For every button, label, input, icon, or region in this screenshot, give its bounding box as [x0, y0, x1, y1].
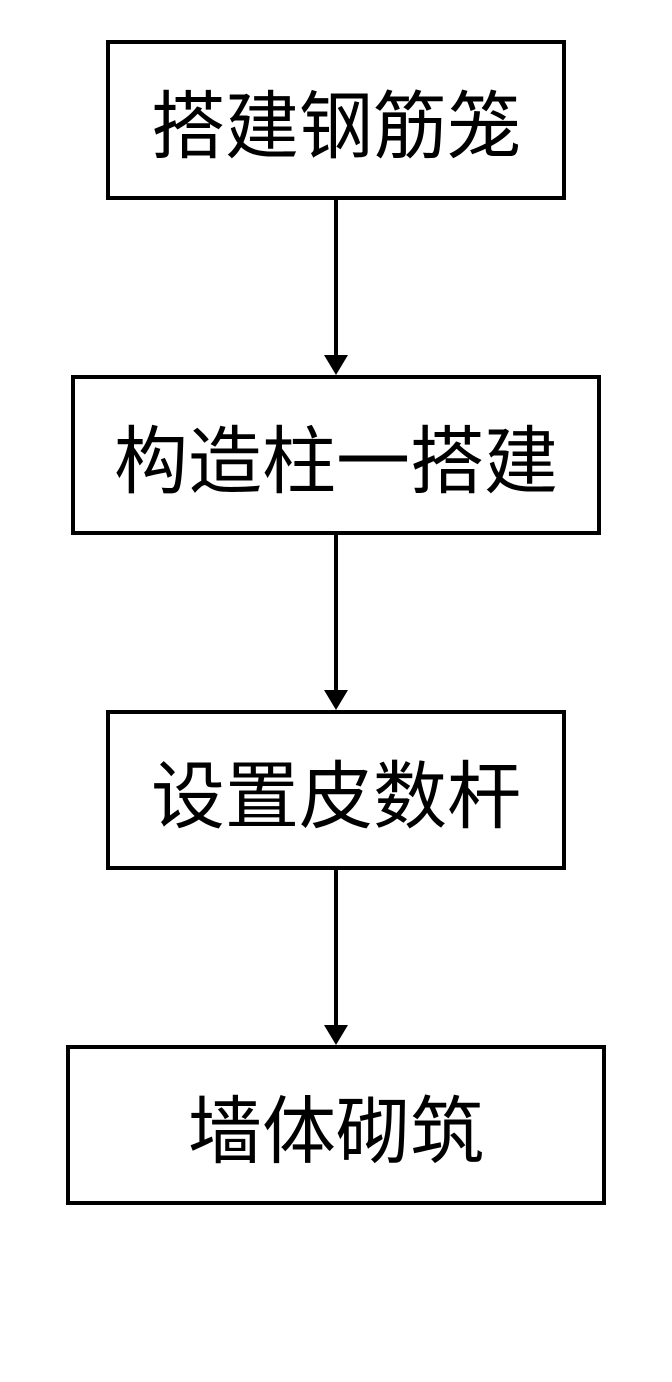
- arrow-3-head: [324, 1025, 348, 1045]
- flow-box-3-text: 设置皮数杆: [151, 737, 521, 844]
- arrow-1-line: [334, 200, 338, 355]
- flow-box-3: 设置皮数杆: [106, 710, 566, 870]
- arrow-1-head: [324, 355, 348, 375]
- flow-box-2: 构造柱一搭建: [71, 375, 601, 535]
- flow-box-2-text: 构造柱一搭建: [114, 402, 558, 509]
- arrow-2-head: [324, 690, 348, 710]
- flow-box-4: 墙体砌筑: [66, 1045, 606, 1205]
- arrow-2: [324, 535, 348, 710]
- arrow-3-line: [334, 870, 338, 1025]
- arrow-3: [324, 870, 348, 1045]
- flow-box-1: 搭建钢筋笼: [106, 40, 566, 200]
- arrow-1: [324, 200, 348, 375]
- flow-box-1-text: 搭建钢筋笼: [151, 67, 521, 174]
- arrow-2-line: [334, 535, 338, 690]
- flow-box-4-text: 墙体砌筑: [188, 1072, 484, 1179]
